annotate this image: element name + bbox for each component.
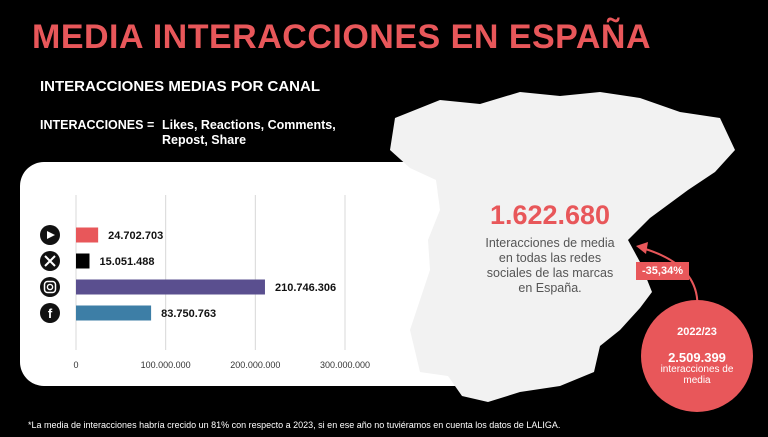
previous-year-value: 2.509.399 — [668, 350, 726, 365]
youtube-play-glyph — [47, 231, 55, 239]
facebook-icon — [40, 303, 60, 323]
previous-year-label: 2022/23 — [677, 326, 717, 338]
value-label: 83.750.763 — [161, 308, 216, 320]
bar — [76, 227, 99, 243]
bar — [76, 253, 90, 269]
value-label: 15.051.488 — [99, 256, 154, 268]
definition-label: INTERACCIONES = — [40, 118, 155, 132]
bar — [76, 305, 152, 321]
previous-year-description: interacciones de media — [660, 364, 734, 386]
instagram-glyph — [43, 280, 57, 294]
change-badge: -35,34% — [636, 262, 689, 280]
x-tick-label: 0 — [73, 360, 78, 370]
definition-text: Likes, Reactions, Comments, Repost, Shar… — [162, 118, 336, 147]
value-label: 24.702.703 — [108, 230, 163, 242]
x-tick-label: 100.000.000 — [141, 360, 191, 370]
total-value: 1.622.680 — [489, 200, 611, 230]
instagram-lens-glyph — [46, 283, 54, 291]
chart-subtitle: INTERACCIONES MEDIAS POR CANAL — [40, 78, 321, 95]
x-glyph — [44, 255, 56, 267]
previous-year-circle: 2022/23 2.509.399 interacciones de media — [641, 300, 753, 412]
x-tick-label: 300.000.000 — [320, 360, 370, 370]
facebook-glyph: f — [48, 306, 53, 321]
x-tick-label: 200.000.000 — [230, 360, 280, 370]
total-description: Interacciones de media en todas las rede… — [485, 236, 615, 295]
change-arrow-head — [636, 242, 648, 254]
value-label: 210.746.306 — [275, 282, 336, 294]
instagram-icon — [40, 277, 60, 297]
bar — [76, 279, 265, 295]
page-title: MEDIA INTERACCIONES EN ESPAÑA — [32, 18, 651, 56]
spain-map-shape — [390, 92, 735, 402]
footnote: *La media de interacciones habría crecid… — [28, 420, 561, 430]
